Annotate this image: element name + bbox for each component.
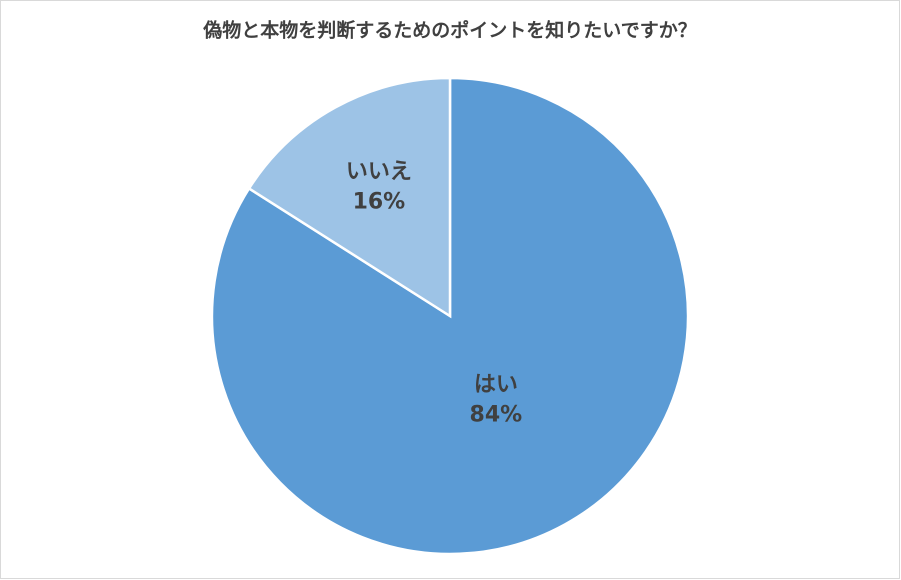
slice-value-label: 16%: [353, 190, 406, 215]
slice-category-label: いいえ: [346, 160, 412, 185]
slice-value-label: 84%: [470, 402, 523, 427]
pie: はい 84% いいえ 16%: [210, 76, 690, 556]
chart-title: 偽物と本物を判断するためのポイントを知りたいですか？: [202, 19, 696, 42]
slice-category-label: はい: [474, 372, 518, 397]
pie-slice: [247, 76, 452, 319]
